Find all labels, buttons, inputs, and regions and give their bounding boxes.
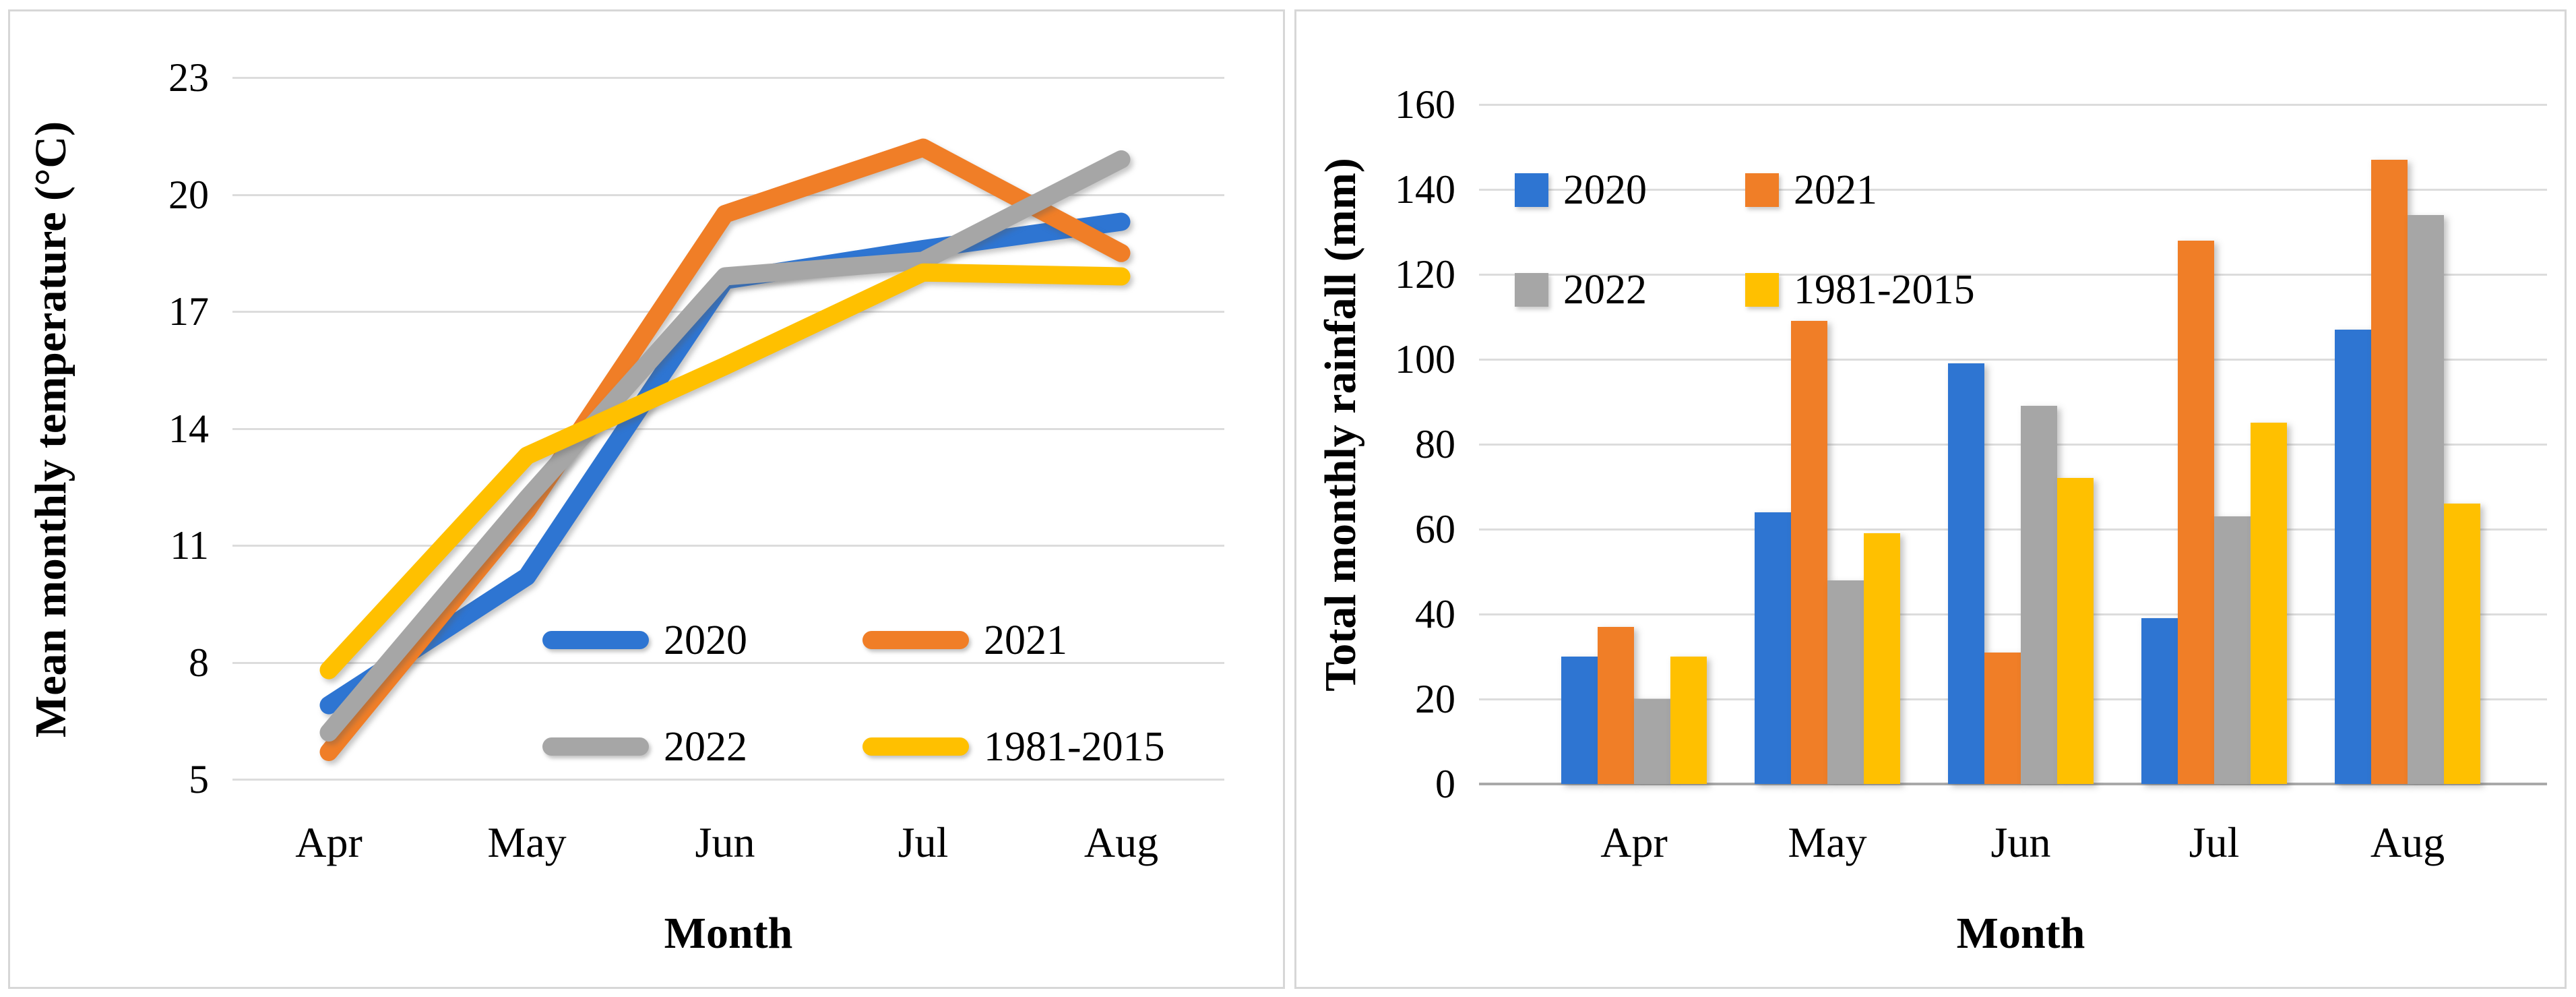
temperature-gridline <box>232 428 1224 430</box>
temperature-x-tick: May <box>487 818 567 866</box>
rainfall-x-tick: Aug <box>2370 818 2445 866</box>
legend-label-2022: 2022 <box>664 724 747 770</box>
temperature-chart-panel <box>8 9 1285 989</box>
temperature-y-tick: 5 <box>189 757 209 802</box>
rainfall-y-tick: 80 <box>1415 422 1455 466</box>
temperature-y-tick: 14 <box>168 406 209 451</box>
rainfall-bar-2021-May <box>1791 321 1827 784</box>
rainfall-gridline <box>1479 613 2547 615</box>
temperature-x-axis-title: Month <box>664 909 793 958</box>
rainfall-bar-2022-Aug <box>2408 215 2444 784</box>
rainfall-bar-2022-May <box>1827 580 1864 784</box>
legend-label-2020: 2020 <box>1563 167 1647 213</box>
rainfall-gridline <box>1479 189 2547 191</box>
legend-label-1981-2015: 1981-2015 <box>1794 267 1975 313</box>
legend-label-2022: 2022 <box>1563 267 1647 313</box>
rainfall-bar-2021-Aug <box>2371 160 2408 784</box>
temperature-x-tick: Aug <box>1083 818 1159 866</box>
rainfall-y-tick: 160 <box>1395 82 1455 127</box>
rainfall-bar-1981-2015-Apr <box>1670 657 1707 784</box>
rainfall-gridline <box>1479 528 2547 531</box>
rainfall-y-tick: 20 <box>1415 677 1455 721</box>
rainfall-y-tick: 60 <box>1415 507 1455 551</box>
temperature-x-tick: Jul <box>898 818 949 866</box>
rainfall-gridline <box>1479 444 2547 446</box>
rainfall-bar-2022-Apr <box>1634 699 1670 784</box>
temperature-y-tick: 8 <box>189 640 209 685</box>
rainfall-bar-2020-Jul <box>2141 618 2178 784</box>
rainfall-y-tick: 120 <box>1395 252 1455 297</box>
temperature-line-2021 <box>319 138 1131 761</box>
legend-label-1981-2015: 1981-2015 <box>984 724 1165 770</box>
legend-line-swatch-2020 <box>542 631 649 649</box>
rainfall-gridline <box>1479 104 2547 106</box>
legend-label-2021: 2021 <box>1794 167 1877 213</box>
legend-line-swatch-2021 <box>862 631 969 649</box>
temperature-line-1981-2015 <box>319 263 1131 679</box>
rainfall-bar-2021-Jul <box>2178 241 2214 784</box>
legend-line-swatch-1981-2015 <box>862 737 969 756</box>
rainfall-bar-2021-Apr <box>1598 627 1634 784</box>
temperature-gridline <box>232 545 1224 547</box>
rainfall-x-tick: Apr <box>1600 818 1668 866</box>
rainfall-bar-2020-May <box>1755 512 1791 784</box>
legend-square-swatch-2021 <box>1745 173 1779 207</box>
rainfall-x-tick: May <box>1788 818 1867 866</box>
rainfall-x-axis-title: Month <box>1956 909 2085 958</box>
temperature-gridline <box>232 311 1224 313</box>
temperature-gridline <box>232 662 1224 664</box>
temperature-x-tick: Apr <box>295 818 363 866</box>
legend-label-2020: 2020 <box>664 617 747 663</box>
rainfall-bar-2020-Jun <box>1948 363 1984 784</box>
legend-label-2021: 2021 <box>984 617 1067 663</box>
temperature-y-tick: 20 <box>168 173 209 217</box>
rainfall-bar-1981-2015-Aug <box>2444 504 2480 784</box>
rainfall-x-axis-line <box>1479 783 2547 785</box>
temperature-gridline <box>232 194 1224 196</box>
rainfall-bar-2022-Jun <box>2021 406 2057 784</box>
temperature-gridline <box>232 77 1224 79</box>
rainfall-bar-1981-2015-Jun <box>2057 478 2094 784</box>
temperature-x-tick: Jun <box>695 818 755 866</box>
rainfall-bar-2022-Jul <box>2214 516 2251 784</box>
temperature-y-tick: 17 <box>168 289 209 334</box>
rainfall-y-tick: 140 <box>1395 167 1455 212</box>
legend-square-swatch-2022 <box>1515 273 1548 307</box>
rainfall-bar-1981-2015-May <box>1864 533 1900 784</box>
rainfall-bar-2020-Aug <box>2335 330 2371 784</box>
rainfall-gridline <box>1479 359 2547 361</box>
legend-line-swatch-2022 <box>542 737 649 756</box>
rainfall-bar-2021-Jun <box>1984 653 2021 784</box>
rainfall-y-tick: 40 <box>1415 592 1455 636</box>
temperature-line-2022 <box>319 150 1131 742</box>
rainfall-x-tick: Jun <box>1990 818 2051 866</box>
rainfall-gridline <box>1479 274 2547 276</box>
temperature-gridline <box>232 779 1224 781</box>
rainfall-x-tick: Jul <box>2189 818 2240 866</box>
temperature-y-tick: 23 <box>168 55 209 100</box>
legend-square-swatch-2020 <box>1515 173 1548 207</box>
rainfall-bar-1981-2015-Jul <box>2251 423 2287 784</box>
legend-square-swatch-1981-2015 <box>1745 273 1779 307</box>
temperature-y-tick: 11 <box>170 523 209 568</box>
rainfall-bar-2020-Apr <box>1561 657 1598 784</box>
rainfall-y-tick: 100 <box>1395 337 1455 382</box>
rainfall-y-tick: 0 <box>1435 762 1455 806</box>
